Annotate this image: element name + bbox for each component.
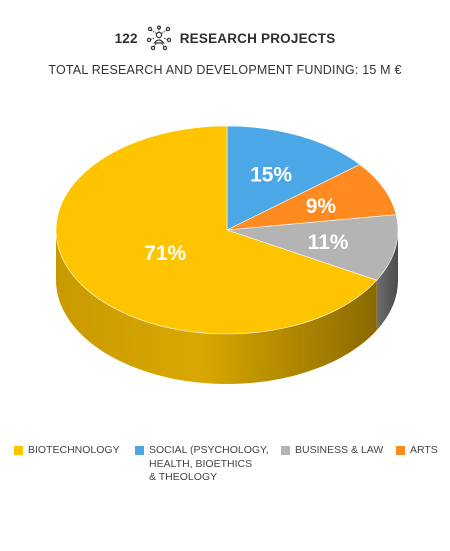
heading-title: RESEARCH PROJECTS bbox=[179, 30, 336, 46]
legend-item: ARTS bbox=[396, 444, 438, 458]
slice-percent-label: 71% bbox=[144, 242, 186, 265]
legend-item: BIOTECHNOLOGY bbox=[14, 444, 120, 458]
slice-percent-label: 15% bbox=[250, 164, 292, 187]
slice-percent-label: 9% bbox=[306, 195, 337, 218]
project-count: 122 bbox=[114, 30, 138, 46]
pie-slice-social bbox=[226, 125, 361, 231]
pie-side-biotechnology bbox=[55, 230, 377, 385]
legend-swatch bbox=[396, 446, 405, 455]
pie-slice-arts bbox=[226, 164, 397, 231]
legend-item: BUSINESS & LAW bbox=[281, 444, 383, 458]
legend-label: BUSINESS & LAW bbox=[295, 444, 384, 456]
legend-label: SOCIAL (PSYCHOLOGY, HEALTH, BIOETHICS & … bbox=[149, 444, 269, 483]
legend-label: BIOTECHNOLOGY bbox=[28, 444, 120, 456]
network-people-icon bbox=[146, 25, 172, 51]
chart-subtitle: TOTAL RESEARCH AND DEVELOPMENT FUNDING: … bbox=[48, 63, 402, 77]
pie-slice-business bbox=[226, 214, 399, 281]
legend-swatch bbox=[281, 446, 290, 455]
pie-side-business bbox=[376, 230, 398, 331]
legend-item: SOCIAL (PSYCHOLOGY, HEALTH, BIOETHICS & … bbox=[135, 444, 269, 485]
legend-label: ARTS bbox=[410, 444, 438, 456]
slice-percent-label: 11% bbox=[308, 231, 349, 254]
chart-heading: 122 RESEARCH PROJECTS bbox=[0, 25, 450, 51]
legend-swatch bbox=[135, 446, 144, 455]
legend-swatch bbox=[14, 446, 23, 455]
pie-slice-biotechnology bbox=[55, 125, 378, 335]
